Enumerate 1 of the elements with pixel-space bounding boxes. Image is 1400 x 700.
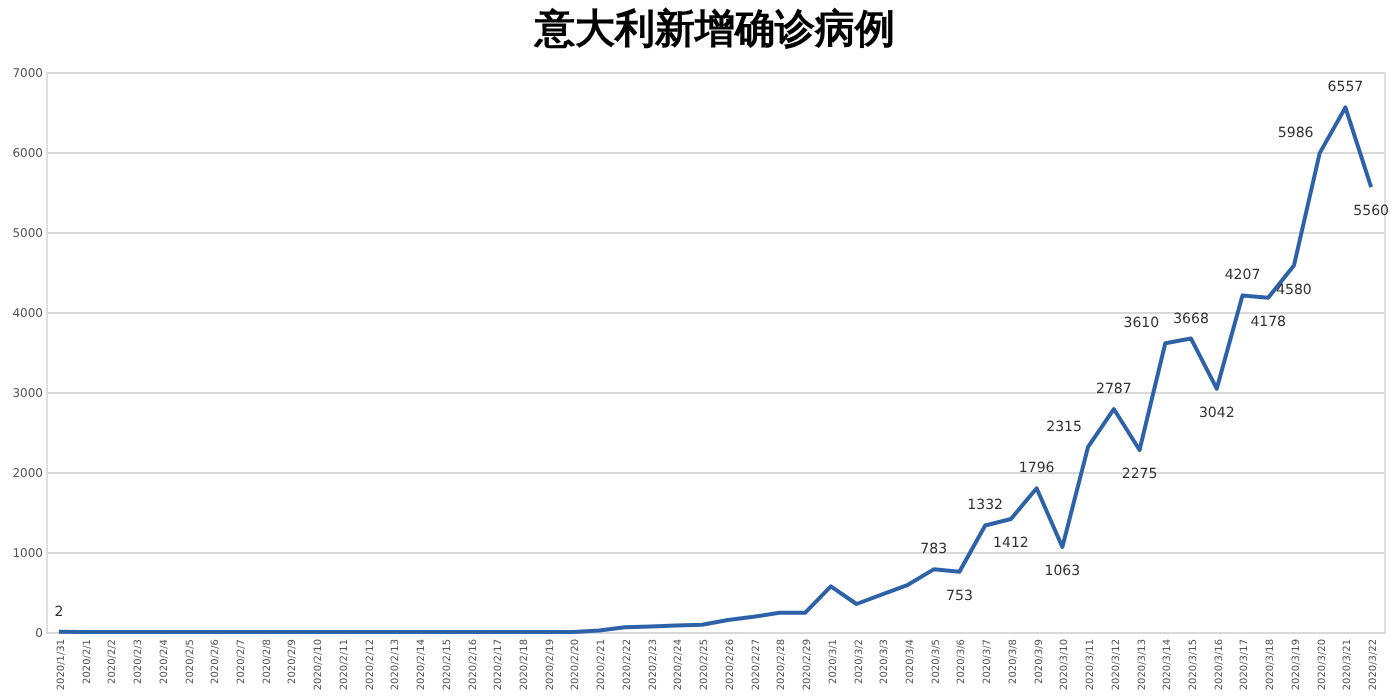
chart-title: 意大利新增确诊病例 (533, 4, 895, 52)
